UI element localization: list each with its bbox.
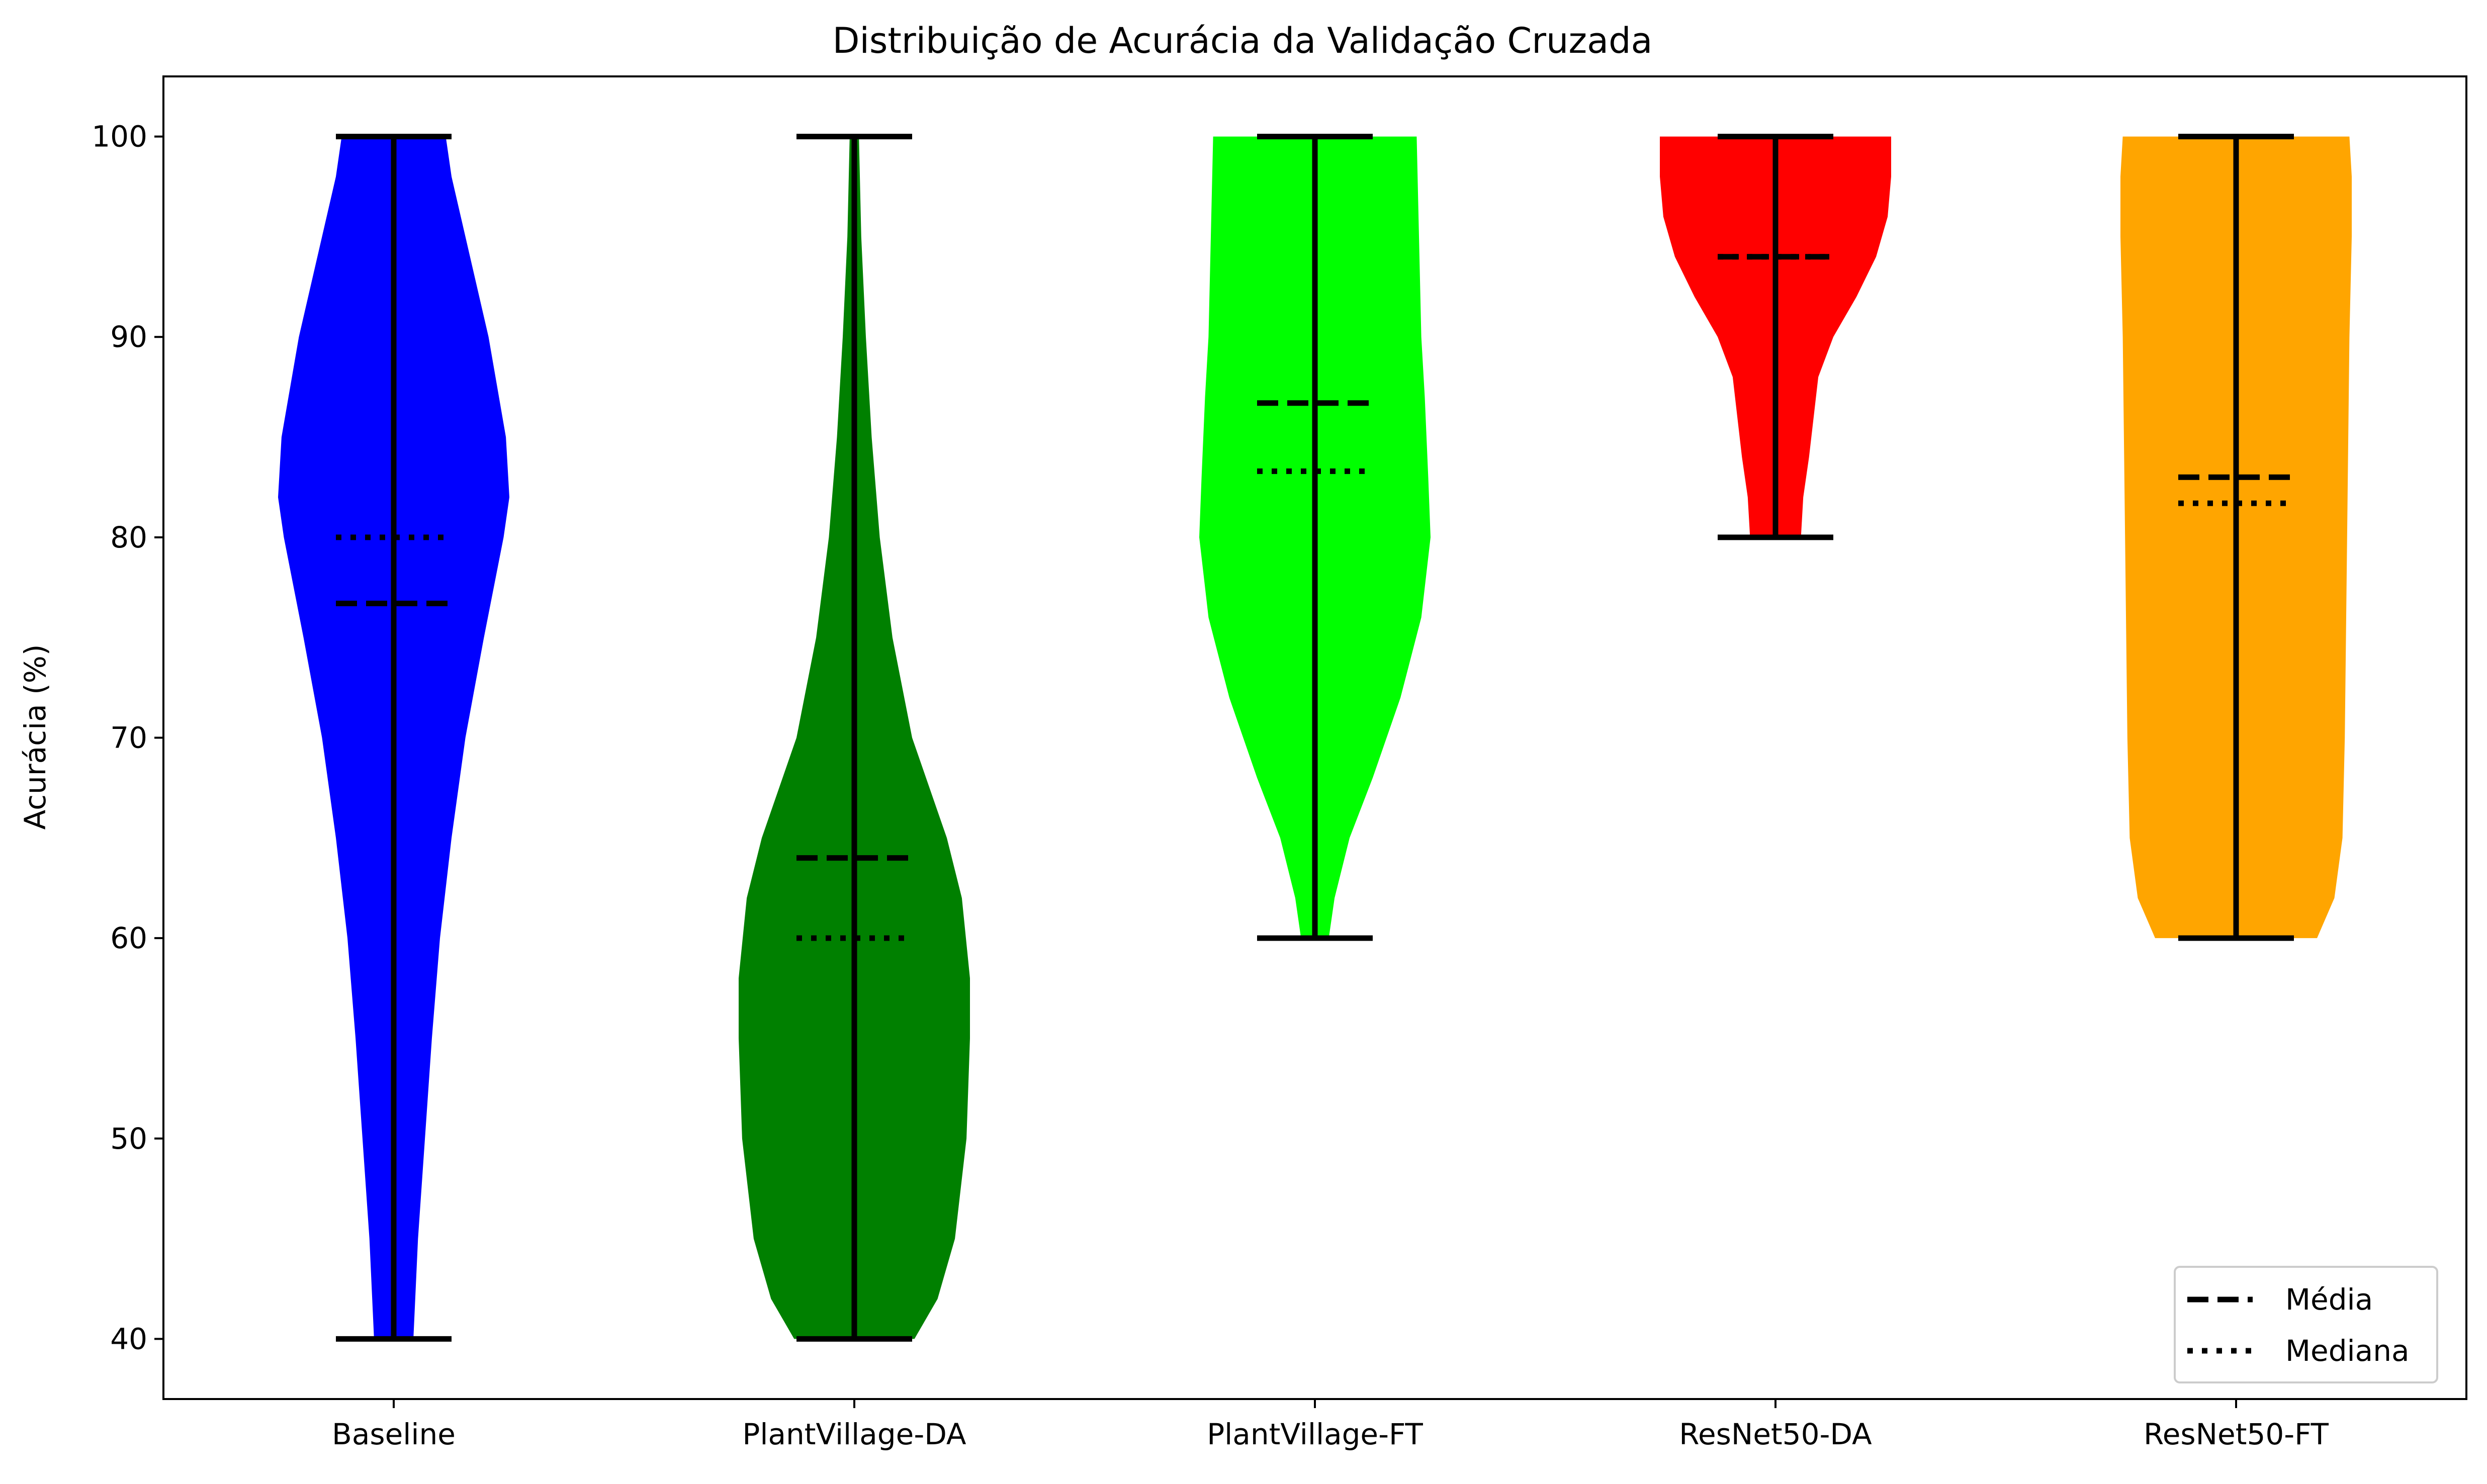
legend-box: [2174, 1266, 2438, 1383]
y-tick-label: 60: [110, 921, 147, 955]
x-tick-label: ResNet50-DA: [1679, 1417, 1872, 1451]
axes-layer: 40 50 60 70 80 90 100 Baseline PlantVillage-DA Pl…: [92, 75, 2467, 1451]
legend-label: Média: [2285, 1282, 2373, 1317]
y-tick-label: 80: [110, 520, 147, 554]
y-tick-label: 100: [92, 120, 147, 154]
y-tick-label: 50: [110, 1122, 147, 1156]
x-tick-label: ResNet50-FT: [2144, 1417, 2329, 1451]
summary-lines-layer: [336, 134, 2294, 1342]
chart-title: Distribuição de Acurácia da Validação Cr…: [833, 20, 1653, 61]
y-axis-label: Acurácia (%): [18, 644, 52, 829]
legend-label: Mediana: [2285, 1334, 2410, 1368]
x-tick-label: PlantVillage-FT: [1207, 1417, 1423, 1451]
y-tick-label: 70: [110, 721, 147, 755]
y-tick-label: 90: [110, 320, 147, 354]
legend: Média Mediana: [2174, 1266, 2438, 1383]
y-tick-label: 40: [110, 1322, 147, 1356]
x-tick-label: PlantVillage-DA: [742, 1417, 966, 1451]
x-tick-label: Baseline: [332, 1417, 456, 1451]
